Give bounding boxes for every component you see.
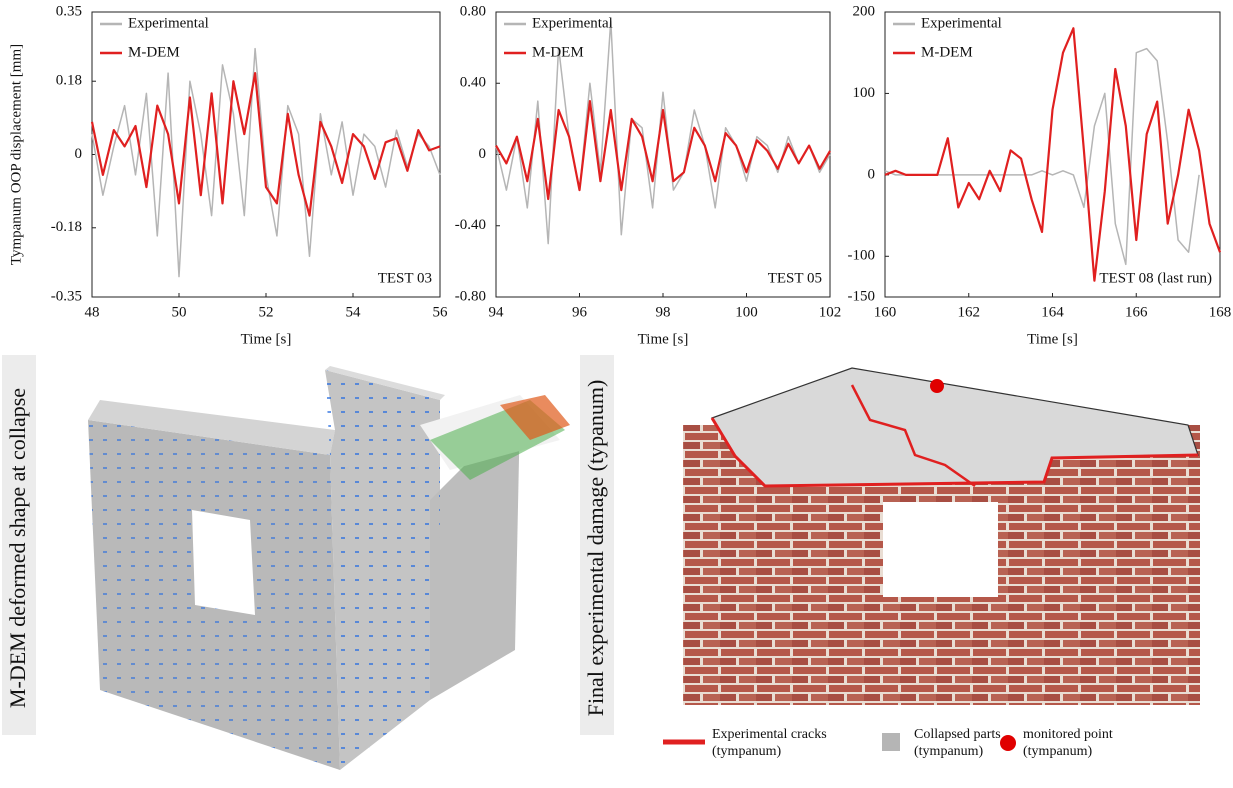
x-tick-label: 96	[572, 304, 588, 320]
annotation: TEST 03	[378, 270, 432, 286]
y-tick-label: 0	[75, 146, 83, 162]
series-line	[92, 73, 440, 216]
y-tick-label: -0.18	[51, 219, 82, 235]
x-tick-label: 94	[489, 304, 505, 320]
y-tick-label: 200	[853, 3, 876, 19]
x-tick-label: 100	[735, 304, 758, 320]
legend-label: Experimental	[921, 15, 1002, 31]
legend-label: M-DEM	[921, 44, 973, 60]
y-tick-label: 100	[853, 85, 876, 101]
y-tick-label: -0.80	[455, 288, 486, 304]
y-tick-label: 0	[868, 166, 876, 182]
y-tick-label: 0	[479, 146, 487, 162]
x-tick-label: 166	[1125, 304, 1148, 320]
y-tick-label: -150	[848, 288, 876, 304]
x-tick-label: 162	[958, 304, 981, 320]
legend-label: Experimental	[532, 15, 613, 31]
page: body { margin: 0; background: #fff; font…	[0, 0, 1233, 788]
x-tick-label: 102	[819, 304, 842, 320]
series-line	[496, 101, 830, 199]
x-tick-label: 168	[1209, 304, 1232, 320]
illustration-legend-label: (tympanum)	[914, 744, 984, 759]
x-axis-label: Time [s]	[241, 331, 292, 347]
y-tick-label: 0.35	[56, 3, 82, 19]
annotation: TEST 08 (last run)	[1099, 270, 1212, 286]
y-tick-label: -100	[848, 248, 876, 264]
x-tick-label: 98	[656, 304, 671, 320]
annotation: TEST 05	[768, 270, 822, 286]
x-tick-label: 52	[259, 304, 274, 320]
x-tick-label: 160	[874, 304, 897, 320]
y-tick-label: -0.40	[455, 217, 486, 233]
x-tick-label: 56	[433, 304, 449, 320]
illustration-legend-label: Collapsed parts	[914, 727, 1001, 742]
page-body: {"chart_data": [ {"type": "line", "y_lab…	[0, 0, 1233, 788]
legend-label: M-DEM	[532, 44, 584, 60]
y-tick-label: 0.18	[56, 73, 82, 89]
x-tick-label: 48	[85, 304, 100, 320]
legend-label: M-DEM	[128, 44, 180, 60]
y-tick-label: -0.35	[51, 288, 82, 304]
y-tick-label: 0.80	[460, 3, 486, 19]
illustration-legend-label: (tympanum)	[1023, 744, 1093, 759]
x-tick-label: 164	[1041, 304, 1064, 320]
x-axis-label: Time [s]	[1027, 331, 1078, 347]
left-illustration-label: M-DEM deformed shape at collapse	[5, 388, 30, 708]
y-tick-label: 0.40	[460, 75, 486, 91]
series-line	[92, 49, 440, 277]
y-axis-label: Tympanum OOP displacement [mm]	[8, 44, 24, 265]
illustration-legend-label: Experimental cracks	[712, 727, 827, 742]
x-axis-label: Time [s]	[638, 331, 689, 347]
illustration-legend-label: (tympanum)	[712, 744, 782, 759]
model-illustration	[2, 355, 570, 770]
figure: M-DEM deformed shape at collapse Final e…	[0, 0, 1233, 788]
right-illustration-label: Final experimental damage (typanum)	[583, 380, 608, 717]
x-tick-label: 54	[346, 304, 362, 320]
illustration-legend-label: monitored point	[1023, 727, 1113, 742]
wall-illustration	[580, 355, 1200, 751]
illustration-legend: Experimental cracks (tympanum) Collapsed p…	[712, 727, 1113, 759]
legend-label: Experimental	[128, 15, 209, 31]
x-tick-label: 50	[172, 304, 187, 320]
